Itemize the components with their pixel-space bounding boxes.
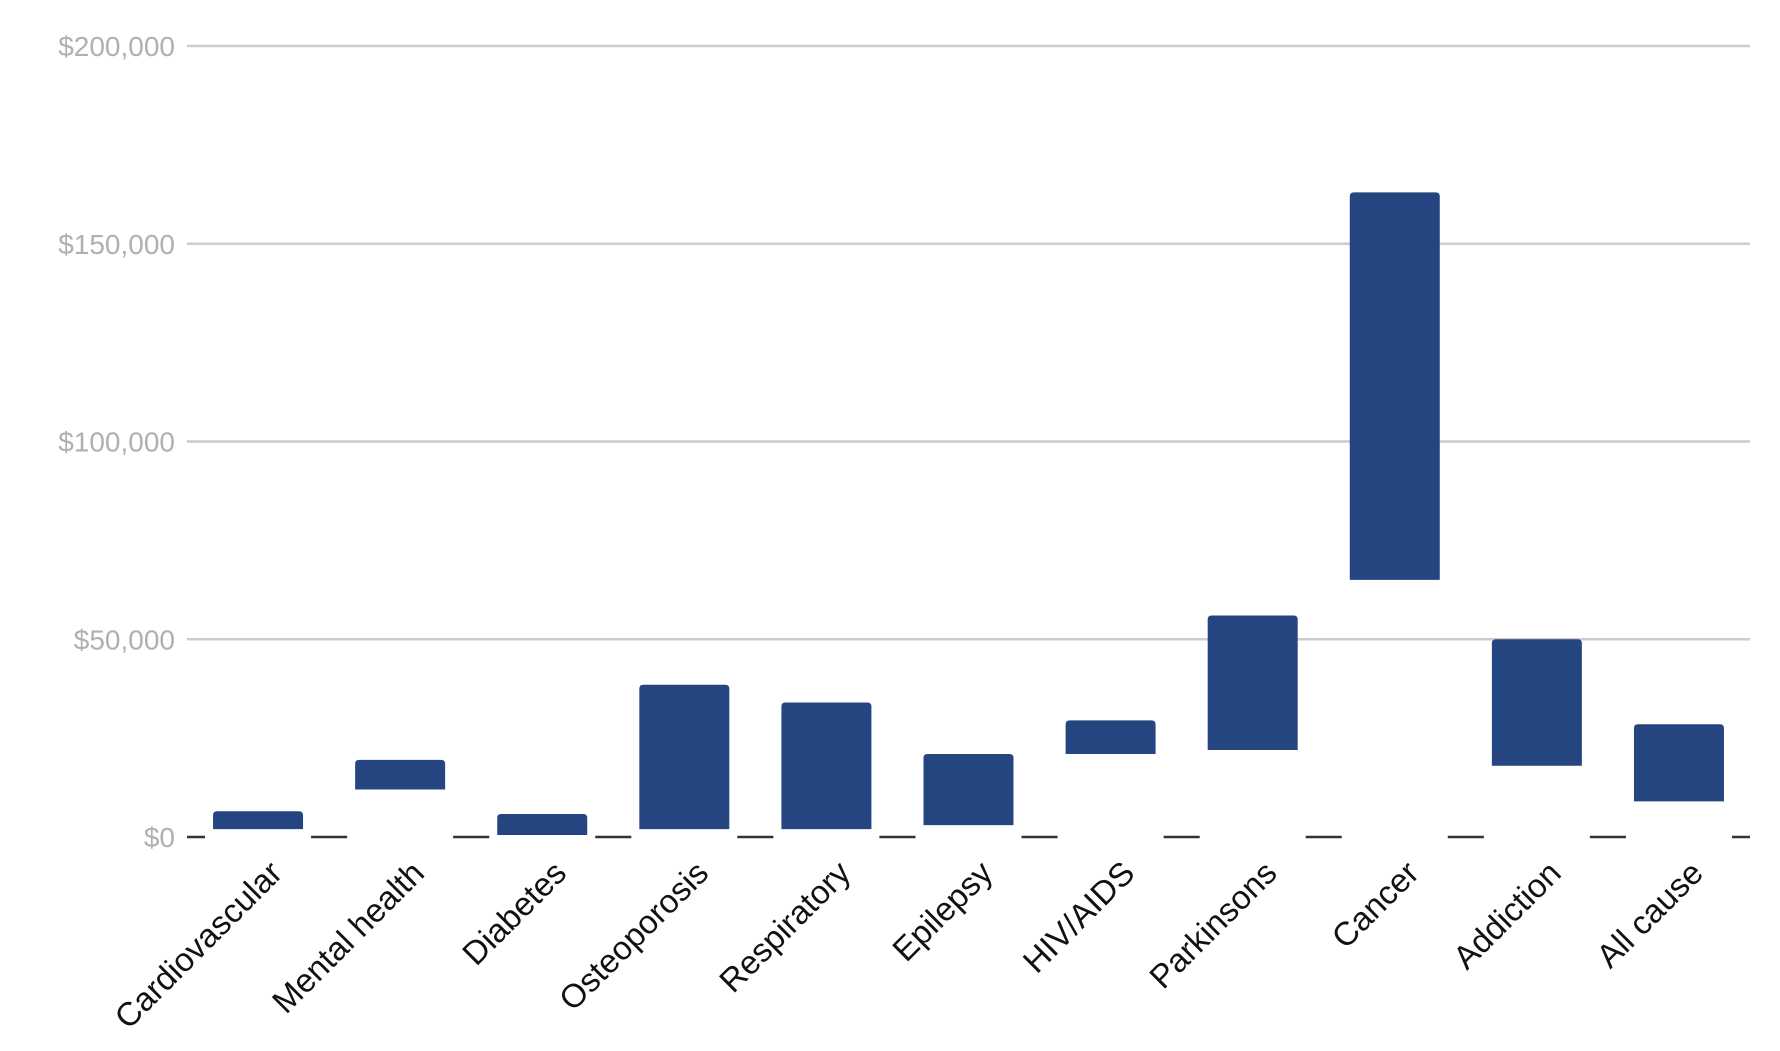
bar-hiv-aids (1065, 720, 1156, 754)
x-tick-label: Addiction (1446, 854, 1568, 976)
x-tick-label: All cause (1589, 854, 1710, 975)
bar-cardiovascular (213, 811, 304, 830)
x-tick-label: Parkinsons (1142, 854, 1284, 996)
bar-parkinsons (1207, 615, 1298, 750)
y-tick-label: $200,000 (58, 31, 175, 62)
y-tick-label: $50,000 (74, 624, 175, 655)
bar-epilepsy (923, 753, 1014, 826)
x-tick-label: Epilepsy (885, 853, 1000, 968)
x-tick-label: Cancer (1324, 854, 1425, 955)
x-tick-label: Mental health (265, 854, 431, 1020)
bars (213, 192, 1724, 836)
y-axis-tick-labels: $0 $50,000 $100,000 $150,000 $200,000 (58, 31, 175, 853)
gridlines (187, 44, 1750, 641)
x-tick-label: HIV/AIDS (1016, 854, 1142, 980)
y-tick-label: $0 (144, 822, 175, 853)
bar-addiction (1491, 639, 1582, 766)
bar-diabetes (497, 814, 588, 836)
y-tick-label: $100,000 (58, 427, 175, 458)
x-tick-label: Osteoporosis (552, 854, 716, 1018)
bar-mental-health (355, 759, 446, 790)
y-tick-label: $150,000 (58, 229, 175, 260)
bar-respiratory (781, 702, 872, 830)
x-tick-label: Diabetes (455, 854, 573, 972)
x-tick-label: Cardiovascular (107, 854, 289, 1036)
bar-all-cause (1633, 724, 1724, 802)
bar-cancer (1349, 192, 1440, 580)
x-tick-label: Respiratory (712, 853, 858, 999)
bar-osteoporosis (639, 684, 730, 830)
